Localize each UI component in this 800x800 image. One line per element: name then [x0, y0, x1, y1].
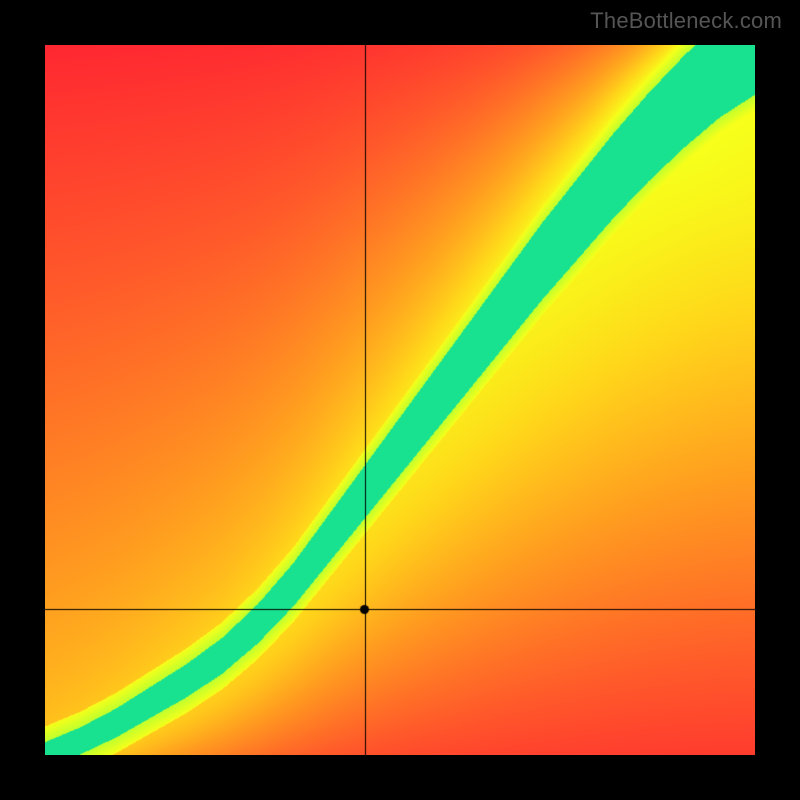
watermark-text: TheBottleneck.com	[590, 8, 782, 34]
bottleneck-heatmap	[45, 45, 755, 755]
chart-container: TheBottleneck.com	[0, 0, 800, 800]
